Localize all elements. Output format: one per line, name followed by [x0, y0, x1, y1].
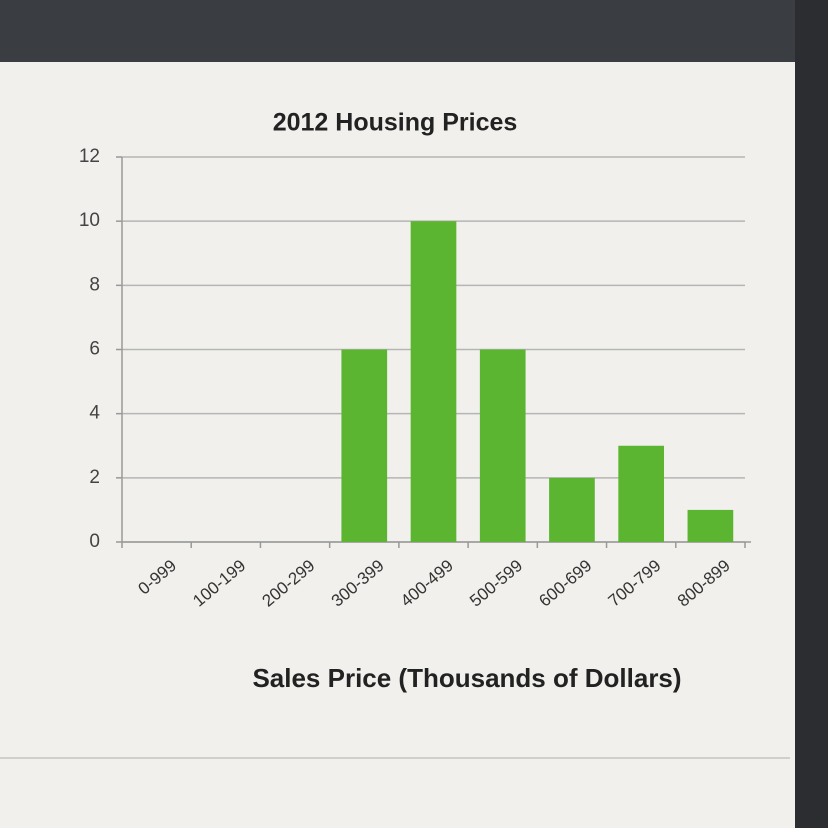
bar [618, 445, 665, 542]
y-tick-label: 8 [89, 274, 100, 295]
card [0, 62, 795, 828]
y-tick-label: 6 [89, 339, 100, 360]
bar [479, 349, 526, 542]
screen-edge [795, 0, 828, 828]
bar [687, 509, 734, 542]
bar [549, 477, 595, 542]
bar [410, 221, 457, 542]
y-tick-label: 2 [89, 467, 100, 488]
y-tick-label: 12 [79, 146, 100, 167]
y-tick-label: 0 [89, 531, 100, 552]
bar [341, 349, 388, 542]
x-axis-title: Sales Price (Thousands of Dollars) [252, 663, 681, 693]
chart-title: 2012 Housing Prices [273, 109, 518, 137]
y-tick-label: 4 [89, 403, 100, 424]
y-tick-label: 10 [79, 210, 100, 231]
